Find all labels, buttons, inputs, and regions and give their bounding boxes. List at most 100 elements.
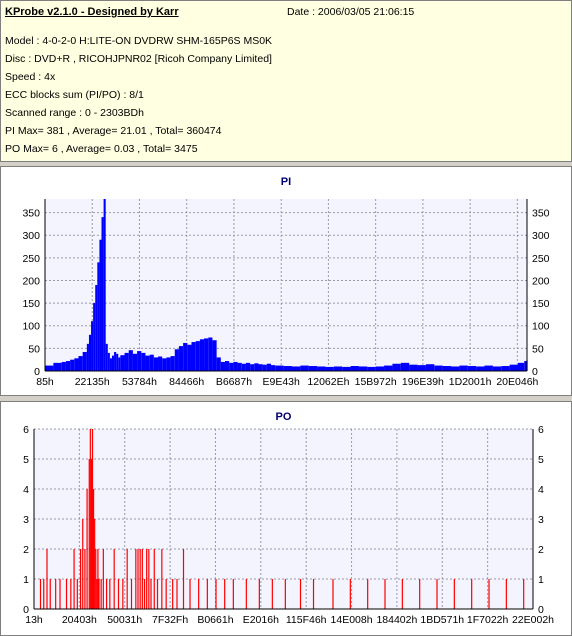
po-bar bbox=[95, 549, 97, 609]
info-panel: KProbe v2.1.0 - Designed by Karr Date : … bbox=[0, 0, 572, 162]
pi-bar bbox=[124, 352, 129, 371]
pi-bar bbox=[91, 321, 94, 371]
po-bar bbox=[436, 579, 438, 609]
y-tick-label: 3 bbox=[23, 514, 29, 526]
pi-bar bbox=[132, 353, 138, 371]
po-bar bbox=[349, 579, 351, 609]
po-bar bbox=[135, 549, 137, 609]
pi-bar bbox=[158, 356, 163, 371]
po-bar bbox=[76, 579, 78, 609]
x-tick-label: 85h bbox=[36, 376, 54, 388]
po-bar bbox=[367, 579, 369, 609]
po-bar bbox=[105, 579, 108, 609]
pi-bar bbox=[300, 365, 309, 371]
x-tick-label: 196E39h bbox=[402, 376, 444, 388]
pi-bar bbox=[241, 363, 246, 371]
scan-date: Date : 2006/03/05 21:06:15 bbox=[287, 6, 415, 18]
pi-bar bbox=[137, 351, 142, 371]
po-bar bbox=[384, 579, 386, 609]
y-tick-label-right: 2 bbox=[538, 544, 544, 556]
pi-bar bbox=[153, 357, 159, 371]
pi-bar bbox=[86, 343, 89, 371]
po-bar bbox=[139, 549, 141, 609]
po-bar bbox=[43, 579, 45, 609]
po-bar bbox=[284, 579, 286, 609]
pi-bar bbox=[82, 351, 87, 371]
chart-title: PO bbox=[276, 411, 292, 423]
pi-bar bbox=[417, 365, 426, 371]
x-tick-label: E2016h bbox=[243, 614, 279, 626]
po-bar bbox=[215, 579, 217, 609]
po-bar bbox=[109, 579, 111, 609]
pi-bar bbox=[107, 352, 110, 371]
info-disc: Disc : DVD+R , RICOHJPNR02 [Ricoh Compan… bbox=[5, 53, 272, 65]
y-tick-label-right: 50 bbox=[532, 343, 544, 355]
x-tick-label: E9E43h bbox=[262, 376, 300, 388]
y-tick-label: 2 bbox=[23, 544, 29, 556]
pi-bar bbox=[442, 366, 452, 371]
po-bar bbox=[70, 579, 72, 609]
pi-bar bbox=[128, 350, 133, 371]
pi-bar bbox=[88, 334, 92, 371]
pi-bar bbox=[109, 358, 112, 371]
pi-bar bbox=[195, 341, 200, 371]
y-tick-label: 150 bbox=[22, 298, 40, 310]
pi-bar bbox=[333, 366, 343, 371]
pi-bar bbox=[93, 303, 96, 371]
pi-bar bbox=[291, 366, 301, 371]
y-tick-label-right: 150 bbox=[532, 298, 550, 310]
pi-bar bbox=[74, 358, 79, 371]
y-tick-label-right: 3 bbox=[538, 514, 544, 526]
po-bar bbox=[82, 519, 84, 609]
po-bar bbox=[176, 579, 178, 609]
pi-bar bbox=[216, 357, 221, 371]
pi-bar bbox=[275, 365, 284, 371]
po-bar bbox=[97, 549, 99, 609]
pi-bar bbox=[114, 351, 117, 371]
pi-bar bbox=[409, 364, 418, 371]
plot-area bbox=[45, 199, 527, 371]
pi-bar bbox=[183, 342, 188, 371]
po-bar bbox=[150, 579, 152, 609]
pi-bar bbox=[367, 366, 376, 371]
y-tick-label-right: 250 bbox=[532, 253, 550, 265]
po-bar bbox=[137, 549, 139, 609]
po-bar bbox=[332, 579, 334, 609]
x-tick-label: B0661h bbox=[197, 614, 233, 626]
info-model: Model : 4-0-2-0 H:LITE-ON DVDRW SHM-165P… bbox=[5, 35, 273, 47]
po-chart: PO 0 0 1 1 2 2 3 3 4 4 5 5 6 6 13h 20403h 50031h 7F32Fh B06… bbox=[23, 411, 554, 626]
po-bar bbox=[94, 519, 96, 609]
po-bar bbox=[102, 549, 104, 609]
pi-bar bbox=[492, 366, 502, 371]
po-bar bbox=[96, 579, 98, 609]
po-bar bbox=[523, 579, 525, 609]
info-ecc: ECC blocks sum (PI/PO) : 8/1 bbox=[5, 89, 144, 101]
pi-bar bbox=[467, 366, 477, 371]
pi-bar bbox=[375, 366, 385, 371]
y-tick-label: 100 bbox=[22, 321, 40, 333]
x-tick-label: 7F32Fh bbox=[152, 614, 188, 626]
pi-bar bbox=[111, 355, 115, 371]
po-bar bbox=[126, 549, 128, 609]
y-tick-label-right: 0 bbox=[538, 604, 544, 616]
pi-bar bbox=[245, 362, 251, 371]
pi-chart-panel: PI 0 0 50 50 100 100 150 150 200 200 250 250 300 300 35… bbox=[0, 166, 572, 396]
x-tick-label: 115F46h bbox=[286, 614, 327, 626]
pi-bar bbox=[271, 365, 276, 371]
po-bar bbox=[46, 549, 48, 609]
pi-bar bbox=[509, 364, 519, 371]
y-tick-label-right: 100 bbox=[532, 321, 550, 333]
pi-bar bbox=[254, 363, 259, 371]
pi-bar bbox=[99, 239, 102, 371]
pi-bar bbox=[451, 366, 460, 371]
x-tick-label: 13h bbox=[25, 614, 43, 626]
po-bar bbox=[245, 579, 247, 609]
pi-bar bbox=[224, 361, 230, 371]
po-bar bbox=[73, 549, 75, 609]
po-bar bbox=[98, 579, 100, 609]
pi-bar bbox=[501, 366, 510, 371]
pi-bar bbox=[350, 366, 359, 371]
po-bar bbox=[401, 579, 403, 609]
po-bar bbox=[88, 459, 90, 609]
pi-bar bbox=[258, 364, 263, 371]
